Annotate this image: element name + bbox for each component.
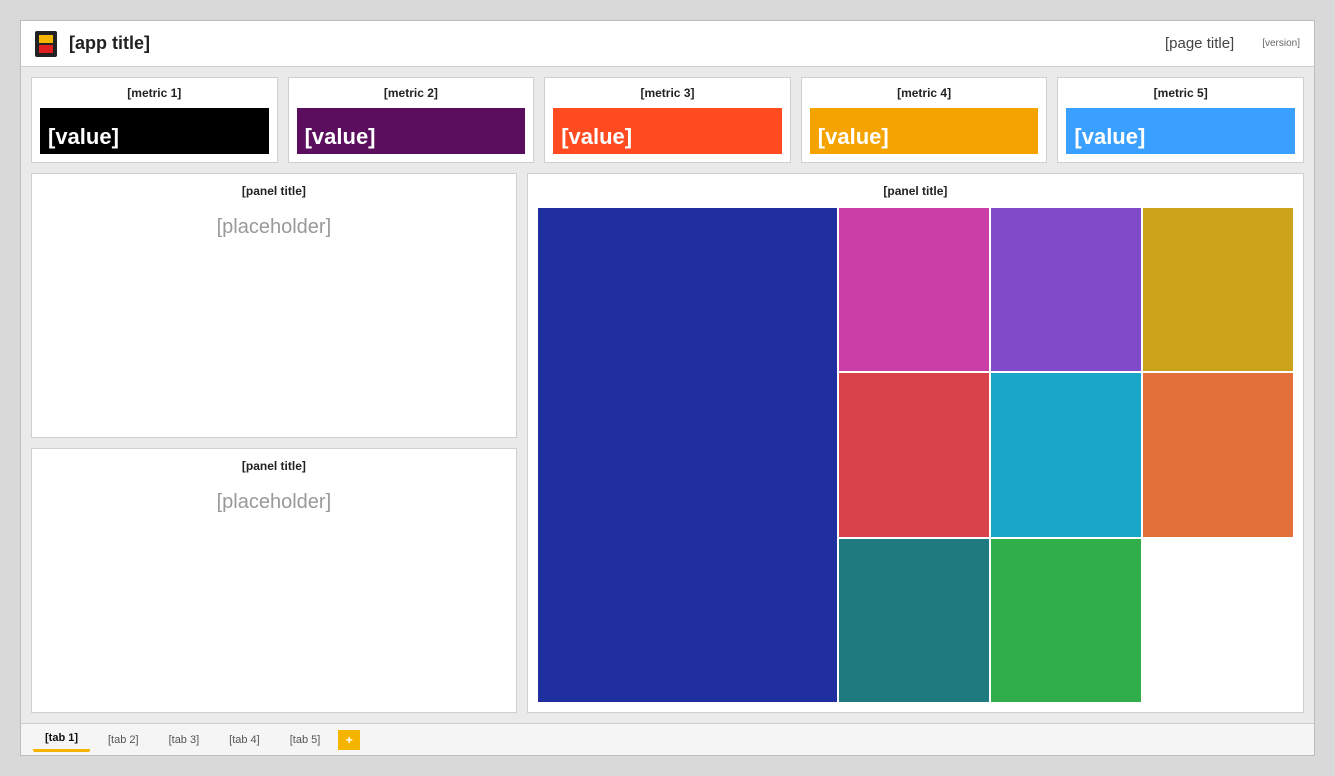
treemap-tile[interactable] bbox=[839, 373, 990, 537]
panel-title: [panel title] bbox=[241, 459, 306, 473]
treemap-panel: [panel title] bbox=[526, 173, 1304, 713]
page-title: [page title] bbox=[1164, 35, 1235, 52]
kpi-value: [value] bbox=[40, 108, 269, 154]
treemap-tile[interactable] bbox=[839, 208, 990, 372]
kpi-label: [metric 1] bbox=[127, 86, 182, 100]
panel-title: [panel title] bbox=[883, 184, 948, 198]
page-tab[interactable]: [tab 2] bbox=[108, 733, 139, 746]
page-tabs: [tab 1] [tab 2] [tab 3] [tab 4] [tab 5] + bbox=[21, 723, 1314, 755]
treemap-tile[interactable] bbox=[1143, 373, 1293, 537]
kpi-value: [value] bbox=[809, 108, 1039, 154]
add-page-button[interactable]: + bbox=[338, 729, 361, 750]
kpi-label: [metric 3] bbox=[640, 86, 695, 100]
dashboard-frame: [app title] [page title] [version] [metr… bbox=[20, 20, 1315, 756]
panel-text: [placeholder] bbox=[216, 216, 332, 238]
kpi-label: [metric 5] bbox=[1153, 86, 1208, 100]
kpi-label: [metric 2] bbox=[383, 86, 438, 100]
kpi-cards: [metric 1] [value] [metric 2] [value] [m… bbox=[31, 77, 1304, 163]
header: [app title] [page title] [version] bbox=[21, 21, 1314, 67]
page-tab[interactable]: [tab 1] bbox=[33, 727, 90, 752]
treemap-tile[interactable] bbox=[991, 373, 1142, 537]
kpi-label: [metric 4] bbox=[897, 86, 952, 100]
kpi-card[interactable]: [metric 3] [value] bbox=[544, 77, 791, 163]
info-panel: [panel title] [placeholder] bbox=[31, 173, 517, 438]
panel-text: [placeholder] bbox=[216, 491, 332, 513]
version-label: [version] bbox=[1262, 38, 1300, 49]
report-canvas: [metric 1] [value] [metric 2] [value] [m… bbox=[21, 67, 1314, 723]
treemap-tile[interactable] bbox=[991, 538, 1142, 702]
page-tab[interactable]: [tab 5] bbox=[289, 733, 321, 746]
kpi-value: [value] bbox=[1066, 108, 1295, 154]
panel-title: [panel title] bbox=[241, 184, 306, 198]
treemap[interactable] bbox=[537, 208, 1293, 702]
treemap-tile[interactable] bbox=[991, 208, 1142, 372]
treemap-tile[interactable] bbox=[1143, 208, 1293, 372]
kpi-value: [value] bbox=[553, 108, 782, 154]
page-tab[interactable]: [tab 4] bbox=[229, 733, 260, 746]
info-panel: [panel title] [placeholder] bbox=[31, 448, 517, 713]
treemap-tile[interactable] bbox=[839, 538, 990, 702]
kpi-card[interactable]: [metric 1] [value] bbox=[31, 77, 278, 163]
treemap-tile[interactable] bbox=[537, 208, 838, 702]
app-title: [app title] bbox=[69, 33, 150, 53]
kpi-card[interactable]: [metric 5] [value] bbox=[1057, 77, 1304, 163]
left-column: [panel title] [placeholder] [panel title… bbox=[31, 173, 517, 713]
kpi-card[interactable]: [metric 2] [value] bbox=[287, 77, 535, 163]
kpi-value: [value] bbox=[296, 108, 526, 154]
page-tab[interactable]: [tab 3] bbox=[168, 733, 200, 746]
kpi-card[interactable]: [metric 4] [value] bbox=[800, 77, 1048, 163]
app-logo-icon bbox=[35, 30, 57, 57]
